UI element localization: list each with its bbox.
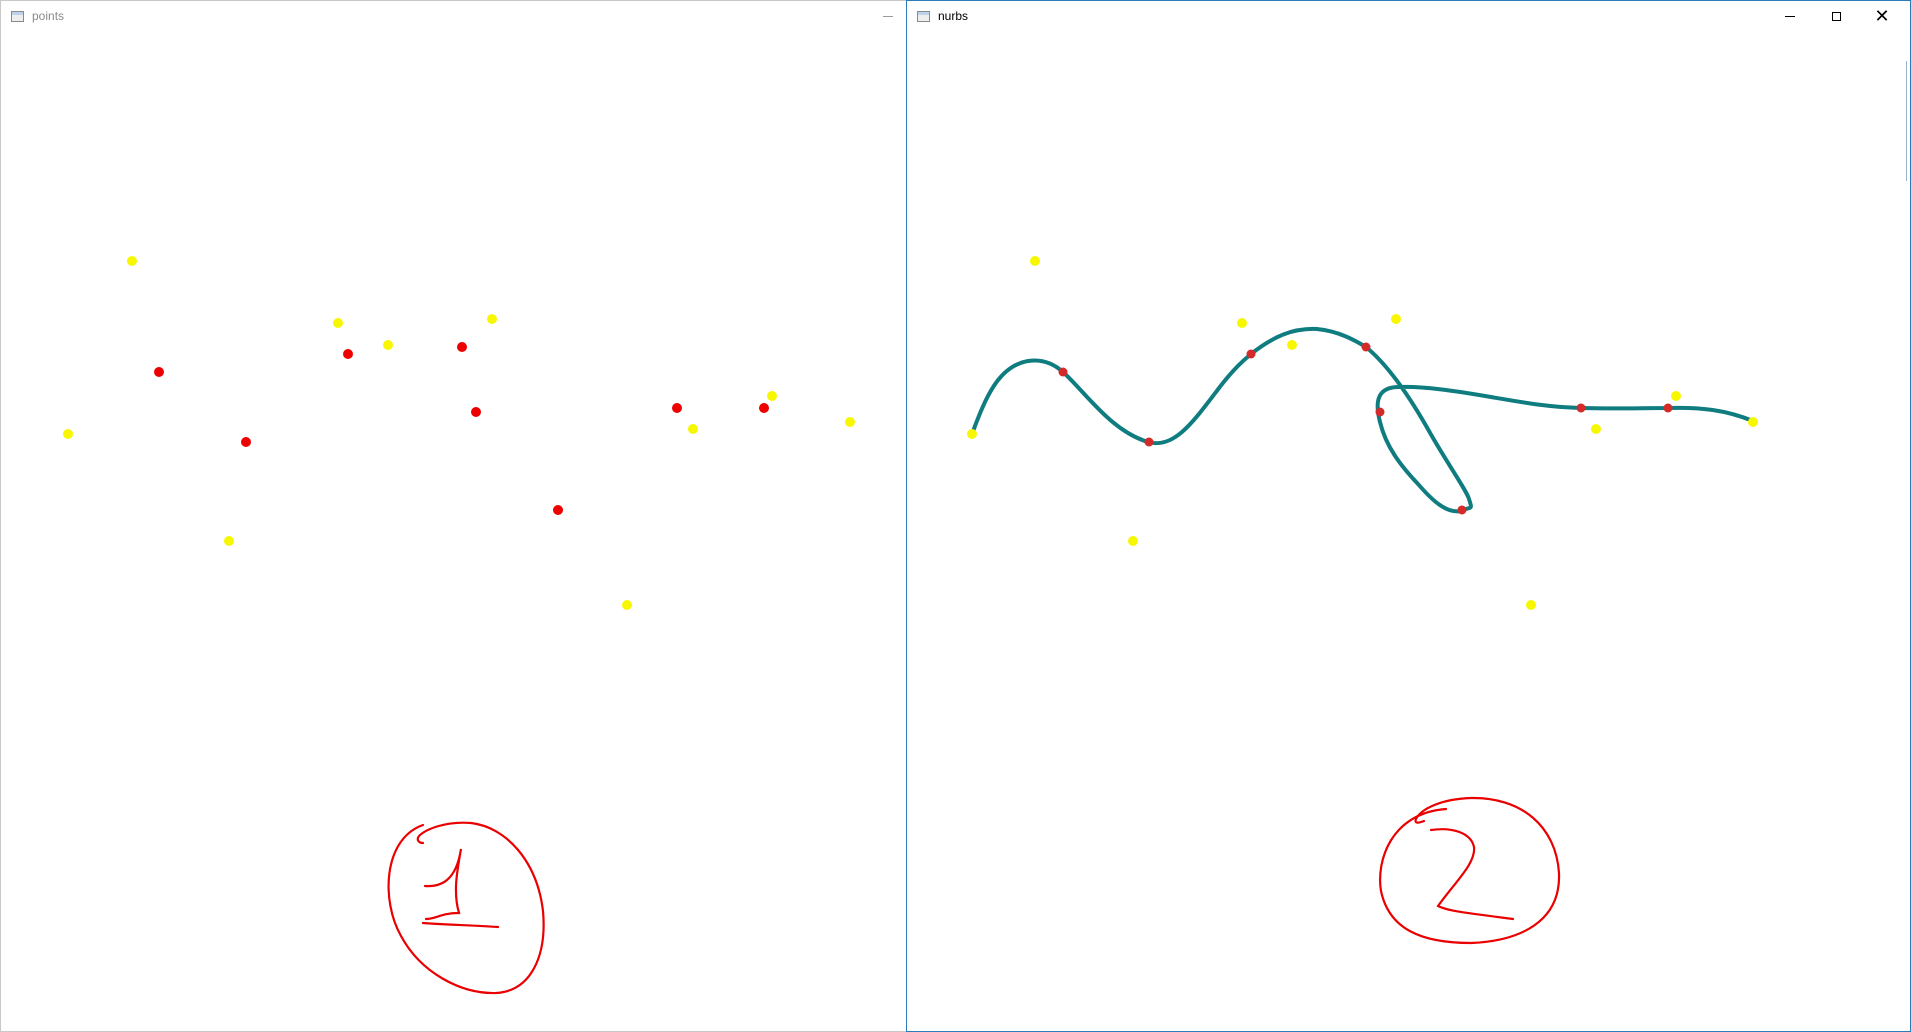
- minimize-icon: [883, 15, 893, 17]
- red-point: [1457, 505, 1467, 515]
- red-point: [1576, 403, 1586, 413]
- yellow-point: [688, 424, 698, 434]
- yellow-point: [1591, 424, 1601, 434]
- red-point: [672, 403, 682, 413]
- nurbs-canvas: 2: [967, 256, 1758, 945]
- annotation-1: 1: [387, 821, 545, 995]
- red-point: [1058, 367, 1068, 377]
- window-title: points: [32, 9, 65, 23]
- app-window-icon: [11, 10, 24, 22]
- maximize-button[interactable]: [1813, 1, 1859, 31]
- red-point: [457, 342, 467, 352]
- red-point: [1246, 349, 1256, 359]
- points-canvas: 1: [63, 256, 855, 995]
- points-titlebar[interactable]: points: [1, 1, 906, 31]
- annotation-2: 2: [1379, 796, 1561, 945]
- red-point: [1375, 407, 1385, 417]
- yellow-point: [622, 600, 632, 610]
- yellow-point: [1748, 417, 1758, 427]
- red-points: [154, 342, 769, 515]
- nurbs-curve: [970, 326, 1755, 514]
- yellow-point: [1030, 256, 1040, 266]
- red-point: [1144, 437, 1154, 447]
- red-point: [471, 407, 481, 417]
- minimize-button[interactable]: [865, 1, 906, 31]
- yellow-point: [767, 391, 777, 401]
- yellow-point: [1237, 318, 1247, 328]
- nurbs-titlebar[interactable]: nurbs ✕: [907, 1, 1910, 31]
- yellow-point: [967, 429, 977, 439]
- red-point: [1361, 342, 1371, 352]
- points-window: points 1: [0, 0, 907, 1032]
- red-point: [241, 437, 251, 447]
- red-point: [759, 403, 769, 413]
- red-points: [1058, 342, 1673, 515]
- yellow-point: [1671, 391, 1681, 401]
- minimize-icon: [1785, 15, 1795, 17]
- close-button[interactable]: ✕: [1859, 1, 1905, 31]
- window-title: nurbs: [938, 9, 969, 23]
- yellow-point: [1391, 314, 1401, 324]
- yellow-point: [224, 536, 234, 546]
- red-point: [154, 367, 164, 377]
- yellow-points: [63, 256, 855, 610]
- close-icon: ✕: [1874, 6, 1890, 26]
- yellow-point: [383, 340, 393, 350]
- window-edge: [1906, 61, 1910, 181]
- yellow-point: [487, 314, 497, 324]
- red-point: [553, 505, 563, 515]
- yellow-points: [967, 256, 1758, 610]
- app-window-icon: [917, 10, 930, 22]
- red-point: [343, 349, 353, 359]
- maximize-icon: [1831, 11, 1841, 21]
- yellow-point: [333, 318, 343, 328]
- yellow-point: [1526, 600, 1536, 610]
- red-point: [1663, 403, 1673, 413]
- yellow-point: [845, 417, 855, 427]
- yellow-point: [63, 429, 73, 439]
- nurbs-window: nurbs ✕: [906, 0, 1911, 1032]
- minimize-button[interactable]: [1767, 1, 1813, 31]
- yellow-point: [1287, 340, 1297, 350]
- yellow-point: [1128, 536, 1138, 546]
- yellow-point: [127, 256, 137, 266]
